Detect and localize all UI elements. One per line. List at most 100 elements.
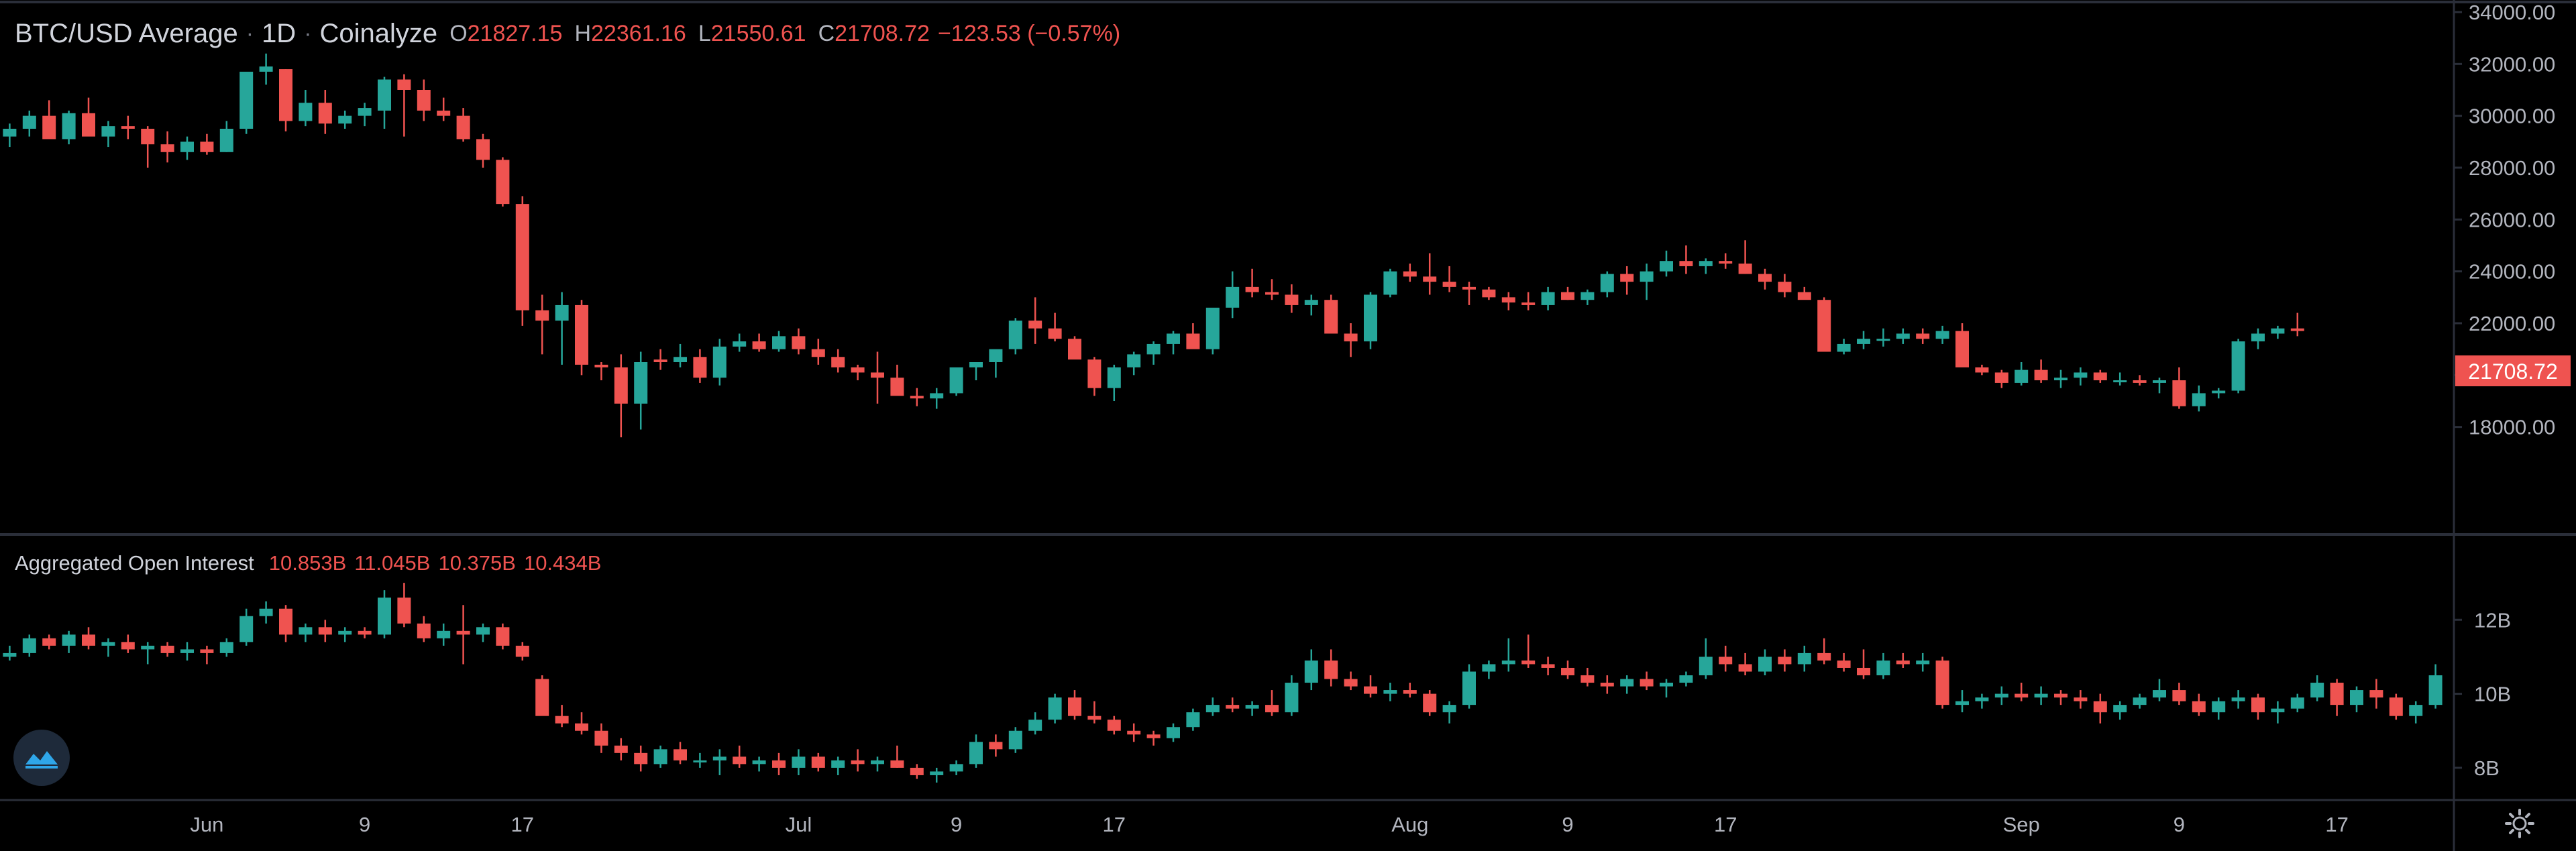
price-candle — [752, 341, 766, 349]
oi-candle — [279, 608, 292, 635]
oi-candle — [2034, 693, 2048, 698]
price-candle — [1679, 261, 1693, 266]
open-label: O — [449, 21, 468, 46]
price-candle — [1048, 328, 1062, 339]
price-tick-label: 34000.00 — [2469, 1, 2555, 24]
oi-candle — [2251, 697, 2265, 713]
price-candle — [1167, 333, 1180, 344]
price-candle — [2192, 393, 2206, 406]
oi-candle — [653, 749, 667, 764]
price-candle — [1660, 261, 1673, 272]
price-tick-label: 26000.00 — [2469, 208, 2555, 231]
price-candle — [1146, 343, 1161, 355]
price-candle — [575, 304, 588, 365]
price-candle — [1975, 367, 1989, 373]
price-candle — [82, 113, 95, 137]
oi-candle — [2428, 675, 2443, 705]
oi-candle — [2113, 705, 2127, 713]
price-candle — [1876, 339, 1890, 341]
oi-candle — [2389, 697, 2403, 716]
oi-candle — [989, 742, 1003, 750]
oi-candle — [1087, 716, 1102, 720]
open-value: 21827.15 — [467, 21, 563, 46]
price-candle — [1738, 264, 1752, 274]
oi-candle — [1462, 671, 1476, 705]
oi-candle — [437, 630, 451, 638]
oi-candle — [712, 756, 727, 760]
price-candle — [2290, 328, 2304, 331]
oi-candle — [397, 598, 411, 624]
price-candle — [1955, 331, 1969, 367]
oi-candle — [1620, 679, 1634, 687]
oi-candle — [1935, 660, 1949, 705]
oi-candle — [1048, 697, 1062, 720]
oi-candle — [1975, 697, 1989, 701]
price-candle — [338, 115, 352, 124]
oi-candle — [910, 767, 924, 775]
interval-label[interactable]: 1D — [262, 19, 297, 48]
oi-candle — [831, 760, 845, 768]
oi-candle — [121, 642, 135, 650]
oi-candle — [575, 723, 588, 731]
price-candle — [2251, 333, 2265, 342]
oi-candle — [811, 756, 825, 768]
oi-candle — [1403, 690, 1417, 694]
oi-candle — [1699, 657, 1713, 675]
oi-high-value: 11.045B — [354, 551, 431, 575]
symbol-name[interactable]: BTC/USD Average — [15, 19, 238, 48]
oi-candle — [2330, 683, 2344, 705]
price-tick-label: 32000.00 — [2469, 52, 2555, 76]
price-candle — [890, 378, 904, 396]
price-candle — [1344, 333, 1358, 342]
price-candle — [733, 341, 747, 347]
price-candle — [2172, 380, 2186, 406]
price-candle — [634, 362, 648, 404]
price-candle — [1778, 282, 1792, 292]
oi-candle — [1817, 653, 1831, 661]
price-candle — [1304, 300, 1318, 305]
oi-candle — [1008, 730, 1022, 750]
price-candle — [1817, 300, 1831, 352]
last-price-label: 21708.72 — [2468, 359, 2557, 384]
price-candle — [969, 362, 983, 367]
oi-candle — [2271, 708, 2285, 713]
oi-candle — [1482, 664, 1496, 672]
time-tick-label: 17 — [2325, 813, 2348, 836]
price-candle — [1620, 274, 1634, 282]
oi-candle — [930, 771, 944, 775]
oi-candle — [693, 760, 707, 762]
price-candle — [851, 367, 865, 373]
price-candle — [456, 115, 470, 139]
price-candle — [1245, 286, 1259, 292]
oi-legend: Aggregated Open Interest 10.853B 11.045B… — [15, 551, 601, 575]
price-tick-label: 18000.00 — [2469, 416, 2555, 439]
price-candle — [3, 129, 17, 137]
oi-candle — [733, 756, 747, 764]
price-candle — [1580, 292, 1595, 300]
price-candle — [831, 357, 845, 367]
price-candle — [22, 115, 36, 129]
oi-candle — [2133, 697, 2147, 705]
oi-candle — [2290, 697, 2304, 709]
oi-candle — [1127, 730, 1141, 735]
oi-title[interactable]: Aggregated Open Interest — [15, 551, 254, 575]
oi-candle — [1107, 720, 1121, 731]
coinalyze-logo-icon[interactable] — [13, 730, 70, 786]
price-candle — [1501, 297, 1515, 303]
low-label: L — [698, 21, 711, 46]
oi-candle — [515, 645, 529, 657]
oi-candle — [299, 627, 313, 635]
oi-candle — [358, 630, 372, 635]
price-candle — [1226, 286, 1240, 308]
settings-gear-icon[interactable] — [2504, 807, 2536, 840]
price-candle — [437, 110, 451, 116]
oi-candle — [1797, 653, 1811, 665]
oi-candle — [890, 760, 904, 768]
oi-candle — [2231, 697, 2245, 701]
oi-candle — [1896, 660, 1910, 665]
time-tick-label: 17 — [1103, 813, 1126, 836]
price-candle — [1541, 292, 1555, 305]
price-candles — [3, 53, 2304, 438]
price-candle — [1758, 274, 1772, 282]
